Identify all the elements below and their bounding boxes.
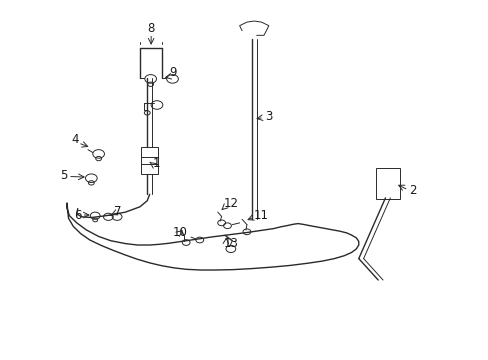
Text: 12: 12 [223,197,238,211]
Text: 8: 8 [147,22,155,35]
Text: 6: 6 [74,208,81,221]
Text: 10: 10 [173,226,187,239]
Text: 5: 5 [60,169,67,182]
Text: 7: 7 [114,205,122,218]
Text: 9: 9 [169,66,176,79]
Text: 4: 4 [71,134,78,147]
Text: 2: 2 [408,184,415,197]
Text: 3: 3 [264,110,272,123]
Text: 13: 13 [224,237,239,250]
Bar [141,147,158,174]
Text: 1: 1 [153,157,160,170]
Text: 11: 11 [253,208,268,221]
